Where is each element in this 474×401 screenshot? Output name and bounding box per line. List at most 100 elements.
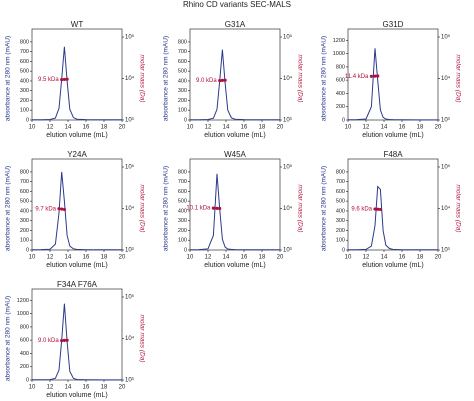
molar-mass-point <box>62 207 66 212</box>
y-tick-label: 200 <box>336 228 345 234</box>
x-tick-label: 16 <box>83 125 90 131</box>
y2-tick-label: 10⁵ <box>283 34 293 41</box>
x-axis-label: elution volume (mL) <box>362 262 423 269</box>
absorbance-line <box>31 171 122 251</box>
y-tick-label: 700 <box>178 49 187 55</box>
y-axis-label: absorbance at 280 nm (mAU) <box>5 36 12 121</box>
molar-mass-point <box>376 74 380 78</box>
x-tick-label: 18 <box>417 255 424 261</box>
x-tick-label: 16 <box>399 255 406 261</box>
y-axis-label: absorbance at 280 nm (mAU) <box>321 166 328 251</box>
y-tick-label: 400 <box>336 91 345 97</box>
panel-title: W45A <box>224 150 246 159</box>
y-tick-label: 100 <box>178 238 187 244</box>
x-tick-label: 14 <box>381 125 388 131</box>
y-tick-label: 500 <box>20 199 29 205</box>
y2-tick-label: 10⁵ <box>125 164 135 171</box>
x-tick-label: 12 <box>47 255 54 261</box>
y-tick-label: 600 <box>20 59 29 65</box>
y2-axis-label: molar mass (Da) <box>138 54 145 102</box>
y2-tick-label: 10⁵ <box>125 34 135 41</box>
y2-tick-label: 10⁴ <box>441 205 451 212</box>
y-tick-label: 0 <box>26 117 29 123</box>
y2-tick-label: 10³ <box>441 118 450 124</box>
mass-annotation: 9.0 kDa <box>38 338 59 344</box>
x-tick-label: 10 <box>187 255 194 261</box>
x-tick-label: 18 <box>101 255 108 261</box>
x-axis-label: elution volume (mL) <box>46 132 107 139</box>
panel-title: WT <box>71 20 84 29</box>
y-axis-label: absorbance at 280 nm (mAU) <box>5 166 12 251</box>
y-axis-label: absorbance at 280 nm (mAU) <box>163 166 170 251</box>
y-tick-label: 1200 <box>333 38 345 44</box>
x-tick-label: 12 <box>205 125 212 131</box>
x-tick-label: 20 <box>435 125 442 131</box>
absorbance-line <box>347 48 438 121</box>
y-tick-label: 800 <box>336 169 345 175</box>
x-axis-label: elution volume (mL) <box>204 132 265 139</box>
x-tick-label: 10 <box>29 255 36 261</box>
y-tick-label: 200 <box>20 364 29 370</box>
y2-tick-label: 10⁵ <box>125 294 135 301</box>
y-tick-label: 300 <box>20 88 29 94</box>
y-tick-label: 0 <box>184 117 187 123</box>
x-tick-label: 10 <box>345 255 352 261</box>
y-tick-label: 400 <box>20 208 29 214</box>
y-tick-label: 0 <box>26 377 29 383</box>
x-tick-label: 18 <box>101 125 108 131</box>
y2-tick-label: 10⁴ <box>283 205 293 212</box>
y-tick-label: 100 <box>20 108 29 114</box>
y2-tick-label: 10³ <box>125 118 134 124</box>
absorbance-line <box>31 46 122 121</box>
y2-axis-label: molar mass (Da) <box>296 54 303 102</box>
molar-mass-point <box>60 339 64 343</box>
x-tick-label: 20 <box>277 125 284 131</box>
x-tick-label: 14 <box>381 255 388 261</box>
y2-tick-label: 10⁵ <box>441 164 451 171</box>
y-tick-label: 1200 <box>17 298 29 304</box>
x-tick-label: 10 <box>187 125 194 131</box>
plot-frame <box>189 158 281 251</box>
x-tick-label: 12 <box>363 255 370 261</box>
molar-mass-point <box>211 206 215 210</box>
y-tick-label: 300 <box>336 218 345 224</box>
y-tick-label: 200 <box>20 98 29 104</box>
panel-title: F34A F76A <box>57 280 98 289</box>
y2-tick-label: 10⁴ <box>125 75 135 82</box>
y2-tick-label: 10⁴ <box>441 75 451 82</box>
plot-frame <box>31 28 123 121</box>
x-tick-label: 14 <box>223 125 230 131</box>
y-tick-label: 0 <box>26 247 29 253</box>
x-tick-label: 12 <box>47 125 54 131</box>
molar-mass-point <box>369 74 373 78</box>
y2-tick-label: 10³ <box>125 378 134 384</box>
x-tick-label: 18 <box>259 255 266 261</box>
mass-annotation: 9.0 kDa <box>196 78 217 84</box>
y2-tick-label: 10⁴ <box>283 75 293 82</box>
y-tick-label: 400 <box>178 78 187 84</box>
y-tick-label: 800 <box>20 324 29 330</box>
y-tick-label: 800 <box>178 169 187 175</box>
y-tick-label: 400 <box>20 78 29 84</box>
molar-mass-point <box>223 78 227 82</box>
y-tick-label: 200 <box>20 228 29 234</box>
y-tick-label: 0 <box>184 247 187 253</box>
y-tick-label: 600 <box>178 189 187 195</box>
molar-mass-point <box>65 338 69 342</box>
absorbance-line <box>189 173 280 251</box>
x-tick-label: 12 <box>205 255 212 261</box>
molar-mass-point <box>60 207 64 211</box>
y-tick-label: 400 <box>336 208 345 214</box>
x-tick-label: 18 <box>101 385 108 391</box>
y-axis-label: absorbance at 280 nm (mAU) <box>5 296 12 381</box>
molar-mass-point <box>378 207 382 212</box>
panel-title: F48A <box>383 150 403 159</box>
x-tick-label: 10 <box>345 125 352 131</box>
x-tick-label: 14 <box>223 255 230 261</box>
y2-tick-label: 10⁴ <box>125 205 135 212</box>
absorbance-line <box>31 303 122 381</box>
y-tick-label: 400 <box>178 208 187 214</box>
molar-mass-point <box>376 207 380 211</box>
mass-annotation: 11.4 kDa <box>345 74 369 80</box>
